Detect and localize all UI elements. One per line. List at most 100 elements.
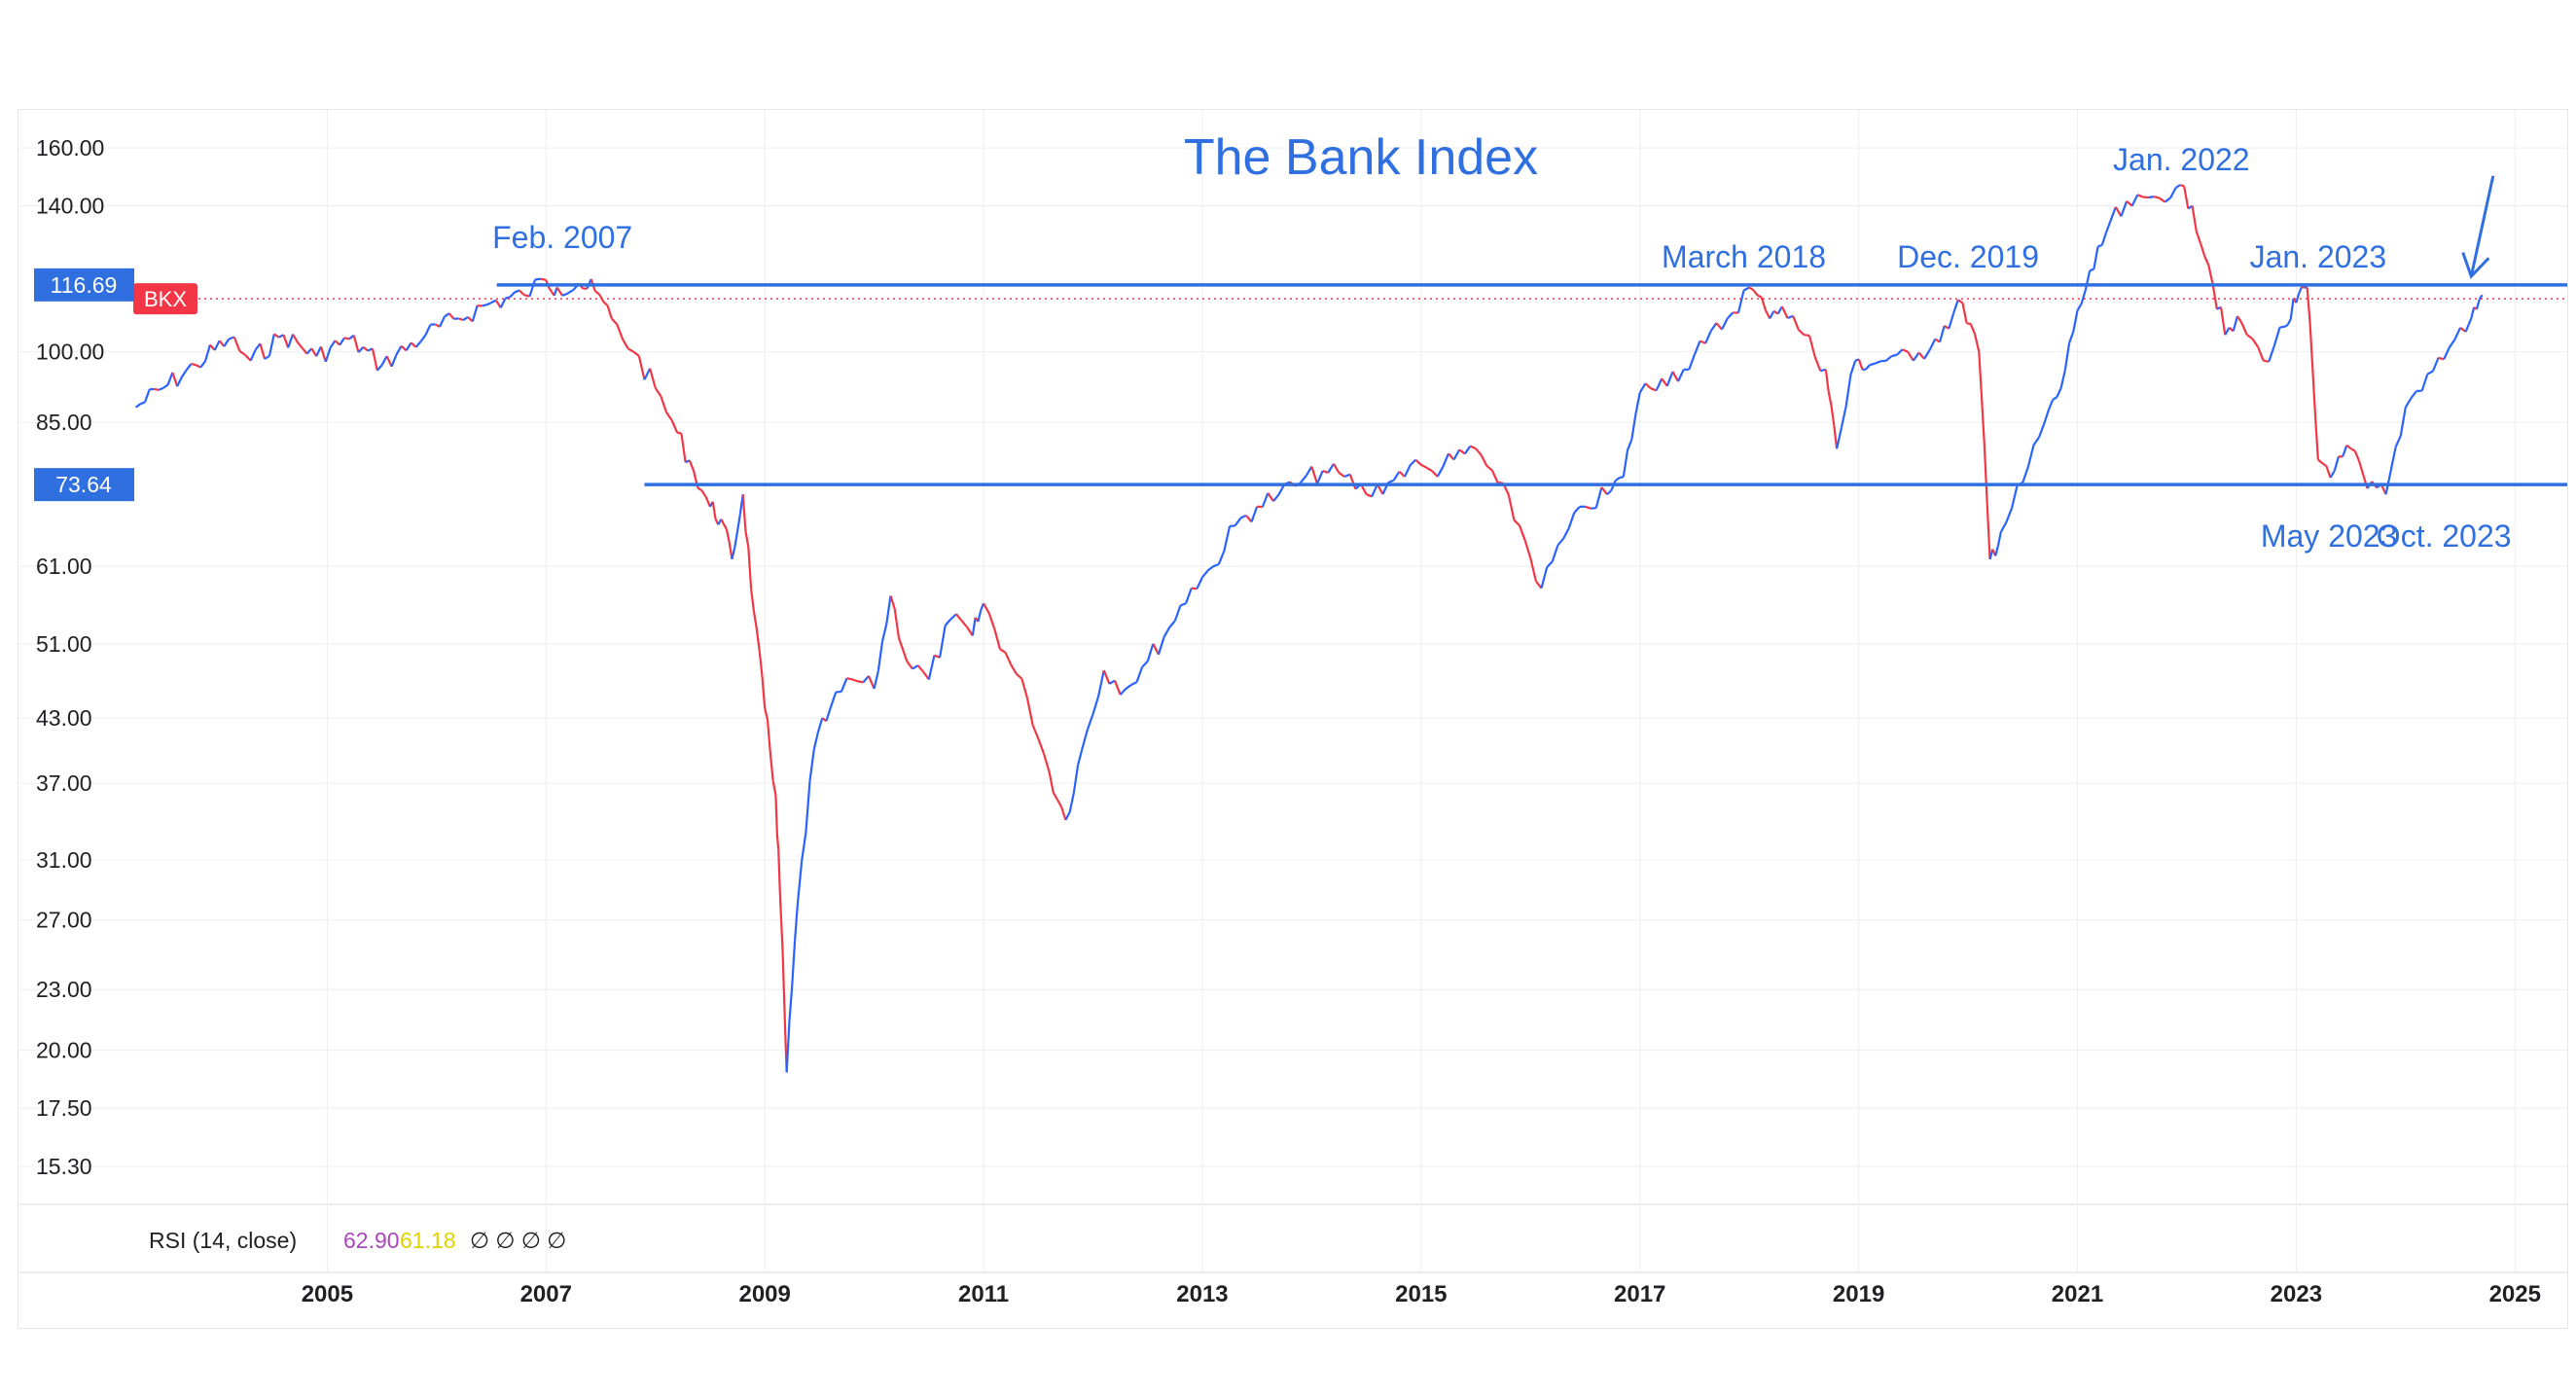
- price-bar: [2313, 416, 2319, 460]
- price-bar: [233, 337, 241, 352]
- price-bar: [357, 345, 365, 353]
- price-bar: [1130, 681, 1137, 686]
- y-tick-label: 20.00: [36, 1038, 92, 1063]
- price-bar: [185, 363, 193, 371]
- price-bar: [1338, 472, 1345, 478]
- price-bar: [1907, 351, 1914, 362]
- x-tick-label: 2019: [1833, 1281, 1884, 1307]
- price-bar: [1896, 348, 1904, 356]
- price-bar: [1480, 454, 1488, 467]
- price-bar: [1420, 463, 1427, 469]
- price-bar: [1844, 374, 1852, 407]
- price-bar: [885, 595, 892, 625]
- price-bar: [1322, 470, 1329, 474]
- price-bar: [2232, 315, 2239, 332]
- price-bar: [2475, 299, 2481, 310]
- price-bar: [912, 664, 919, 670]
- price-bar: [779, 919, 784, 949]
- price-bar: [1715, 322, 1723, 331]
- y-axis: 160.00 140.00 100.00 85.00 61.00 51.00 43.00 37…: [36, 135, 104, 1179]
- price-bar: [1661, 377, 1668, 387]
- x-tick-label: 2011: [958, 1281, 1009, 1307]
- price-bar: [1957, 299, 1964, 304]
- price-bar: [1064, 811, 1071, 821]
- price-bar: [548, 286, 553, 293]
- y-tick-label: 51.00: [36, 631, 92, 657]
- price-bar: [329, 340, 337, 349]
- price-bar: [2026, 445, 2035, 467]
- price-bar: [199, 360, 206, 369]
- price-bar: [1606, 489, 1612, 496]
- price-bar: [778, 888, 783, 920]
- price-bar: [292, 334, 299, 343]
- price-bar: [2286, 318, 2292, 326]
- price-bar: [1458, 448, 1466, 455]
- price-bar: [782, 991, 787, 1035]
- price-bar: [1348, 474, 1357, 489]
- price-bar: [1490, 470, 1499, 483]
- price-bar: [1332, 463, 1341, 474]
- price-bar: [643, 368, 652, 380]
- price-bar: [1300, 475, 1307, 483]
- price-bar: [2059, 370, 2066, 389]
- price-bar: [1627, 439, 1633, 450]
- price-bar: [1813, 356, 1822, 372]
- price-bar: [731, 547, 736, 560]
- price-bar: [1371, 483, 1378, 497]
- annotations: Feb. 2007 March 2018 Dec. 2019 Jan. 2022 Jan…: [492, 142, 2511, 554]
- plot-area[interactable]: [134, 184, 2484, 1073]
- price-chart[interactable]: 160.00 140.00 100.00 85.00 61.00 51.00 43.00 37…: [18, 110, 2567, 1328]
- price-bar: [1752, 289, 1759, 297]
- price-bar: [1650, 387, 1657, 392]
- price-bar: [264, 354, 270, 360]
- price-bar: [1638, 382, 1647, 394]
- price-bar: [2345, 444, 2352, 450]
- price-bar: [540, 277, 547, 281]
- price-bar: [2268, 344, 2275, 363]
- price-bar: [777, 849, 781, 889]
- annotation: Jan. 2023: [2250, 239, 2387, 274]
- price-bar: [2426, 370, 2434, 376]
- price-bar: [1688, 354, 1696, 371]
- price-bar: [1891, 353, 1898, 358]
- price-bar: [1704, 330, 1712, 344]
- price-bar: [1113, 680, 1122, 696]
- price-bar: [2308, 320, 2314, 369]
- price-bar: [2438, 356, 2445, 361]
- price-bar: [143, 388, 151, 403]
- price-bar: [324, 347, 332, 363]
- price-bar: [259, 342, 267, 360]
- price-bar: [1403, 464, 1412, 478]
- price-bar: [2333, 456, 2341, 472]
- price-bar: [680, 433, 687, 463]
- price-bar: [637, 355, 646, 380]
- price-bar: [916, 664, 925, 673]
- price-bar: [213, 340, 221, 351]
- price-bar: [2219, 306, 2227, 336]
- price-bar: [154, 387, 160, 392]
- symbol-label: BKX: [144, 287, 187, 311]
- price-bar: [1928, 339, 1937, 351]
- price-bar: [514, 289, 520, 294]
- price-tag: [34, 468, 134, 502]
- price-bar: [1743, 286, 1750, 292]
- price-bar: [840, 677, 848, 693]
- price-bar: [2120, 200, 2129, 217]
- price-bar: [966, 626, 974, 636]
- price-bar: [2329, 470, 2336, 479]
- price-bar: [1600, 486, 1608, 495]
- price-bar: [1463, 445, 1472, 455]
- price-bar: [1551, 545, 1559, 562]
- price-bar: [2068, 331, 2075, 344]
- price-bar: [1614, 477, 1621, 483]
- price-bar: [1830, 405, 1836, 426]
- price-bar: [1865, 364, 1871, 371]
- price-bar: [2043, 409, 2051, 423]
- y-tick-label: 17.50: [36, 1095, 92, 1121]
- price-bar: [2284, 323, 2289, 328]
- price-bar: [938, 625, 947, 659]
- price-bar: [1769, 310, 1775, 319]
- price-bar: [1223, 525, 1232, 552]
- price-bar: [733, 530, 739, 548]
- price-bar: [1966, 322, 1972, 326]
